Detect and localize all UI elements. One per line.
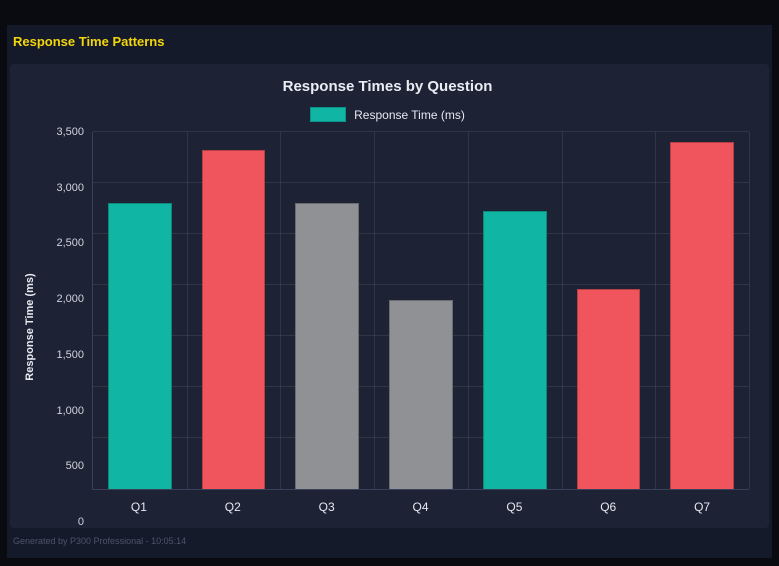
gridline-vertical [749,132,750,489]
x-tick-label: Q6 [600,500,617,514]
footer-status-text: Generated by P300 Professional - 10:05:1… [13,536,187,546]
bars-container [93,132,749,489]
legend-color-swatch [310,107,347,122]
gridline-horizontal [93,284,749,285]
y-tick-label: 0 [77,516,84,528]
bar-slot [374,132,468,489]
chart-title: Response Times by Question [282,78,493,95]
app-window: Response Time Patterns Response Times by… [7,25,772,558]
legend-item[interactable]: Response Time (ms) [18,107,757,122]
y-tick-label: 2,000 [56,293,84,306]
bar-slot [655,132,749,489]
y-tick-label: 1,500 [56,348,84,361]
y-ticks: 0 500 1,000 1,500 2,000 2,500 3,000 3,500 [42,126,92,528]
x-tick-label: Q7 [694,500,711,514]
y-tick-label: 3,000 [56,181,84,194]
gridline-vertical [561,132,563,489]
gridline-vertical [374,132,376,489]
bar-slot [187,132,281,489]
bar-q7[interactable] [670,142,735,489]
bar-q4[interactable] [389,300,453,489]
gridline-vertical [280,132,282,489]
bar-slot [468,132,562,489]
bar-q3[interactable] [295,203,360,489]
legend-label: Response Time (ms) [354,107,465,122]
gridline-vertical [186,132,188,489]
x-tick-label: Q2 [224,500,241,514]
plot-wrap: Q1 Q2 Q3 Q4 Q5 Q6 Q7 [92,131,750,522]
bar-q1[interactable] [108,203,172,489]
chart-body: Response Time (ms) 0 500 1,000 1,500 2,000 2,… [18,126,757,528]
x-tick-label: Q1 [130,500,147,514]
y-tick-label: 2,500 [56,237,84,250]
bar-q2[interactable] [201,150,266,489]
x-tick-label: Q5 [506,500,523,514]
bar-q5[interactable] [482,210,547,489]
x-tick-label: Q4 [412,500,429,514]
y-tick-label: 1,000 [56,404,84,417]
y-tick-label: 500 [65,460,84,473]
y-axis-title-column: Response Time (ms) [18,132,42,522]
bar-q6[interactable] [576,289,641,489]
gridline-vertical [655,132,657,489]
chart-card: Response Times by Question Response Time… [10,64,769,528]
bar-slot [562,132,656,489]
gridline-horizontal [93,182,749,183]
y-axis-title: Response Time (ms) [24,273,36,381]
gridline-horizontal [93,131,749,132]
gridline-horizontal [93,233,749,234]
x-labels: Q1 Q2 Q3 Q4 Q5 Q6 Q7 [92,500,749,522]
x-tick-label: Q3 [318,500,335,514]
page-title: Response Time Patterns [13,34,165,49]
bar-slot [280,132,374,489]
plot-area [92,131,750,490]
y-tick-label: 3,500 [56,126,84,138]
gridline-vertical [467,132,469,489]
bar-slot [93,132,187,489]
